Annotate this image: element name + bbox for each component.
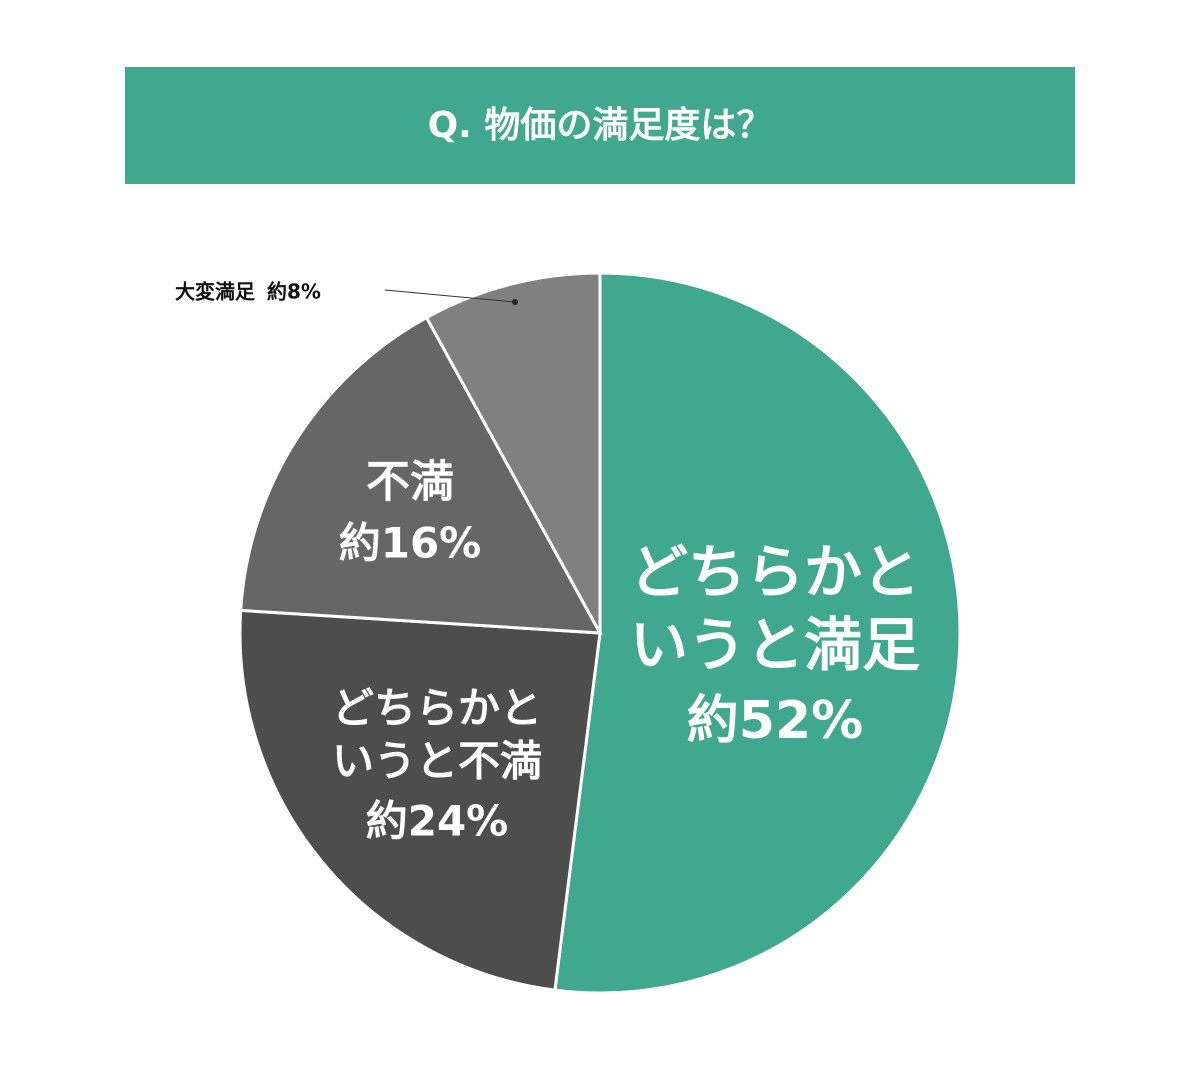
value-label: 約24% bbox=[365, 796, 509, 846]
slice-label: どちらかというと不満約24% bbox=[324, 682, 551, 848]
category-label: どちらかというと不満 bbox=[331, 683, 543, 785]
category-label: どちらかというと満足 bbox=[629, 538, 920, 679]
pie-slice bbox=[238, 608, 602, 992]
chart-title: Q. 物価の満足度は？ bbox=[428, 105, 773, 146]
slice-label: 不満約16% bbox=[291, 454, 529, 570]
slice-label: どちらかというと満足約52% bbox=[618, 536, 931, 754]
value-label: 約16% bbox=[338, 518, 482, 568]
leader-dot bbox=[512, 299, 518, 305]
pie-slice bbox=[553, 271, 962, 995]
category-label: 不満 bbox=[366, 456, 454, 508]
category-label: 大変満足 bbox=[175, 279, 255, 304]
outside-label: 大変満足 約8% bbox=[175, 276, 321, 305]
title-banner bbox=[125, 67, 1075, 184]
pie-slice bbox=[424, 271, 602, 634]
pie-slice bbox=[239, 315, 603, 635]
value-label: 約52% bbox=[686, 691, 864, 751]
leader-line bbox=[384, 289, 516, 303]
value-label: 約8% bbox=[267, 279, 321, 304]
